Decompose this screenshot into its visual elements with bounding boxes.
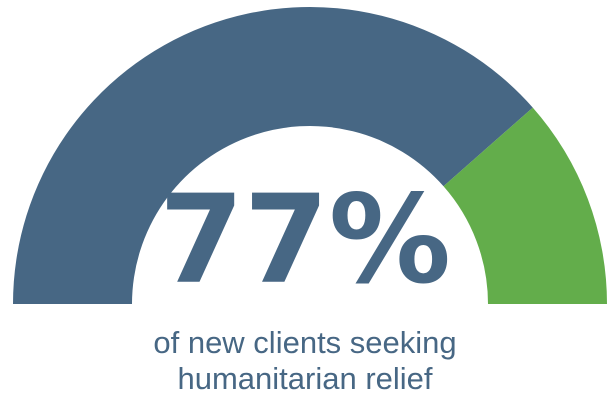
caption-line-2: humanitarian relief — [177, 361, 432, 396]
gauge-segment-remainder — [443, 107, 607, 304]
percentage-value: 77% — [159, 169, 451, 311]
gauge-segment-share — [13, 7, 533, 304]
caption-line-1: of new clients seeking — [153, 325, 456, 360]
